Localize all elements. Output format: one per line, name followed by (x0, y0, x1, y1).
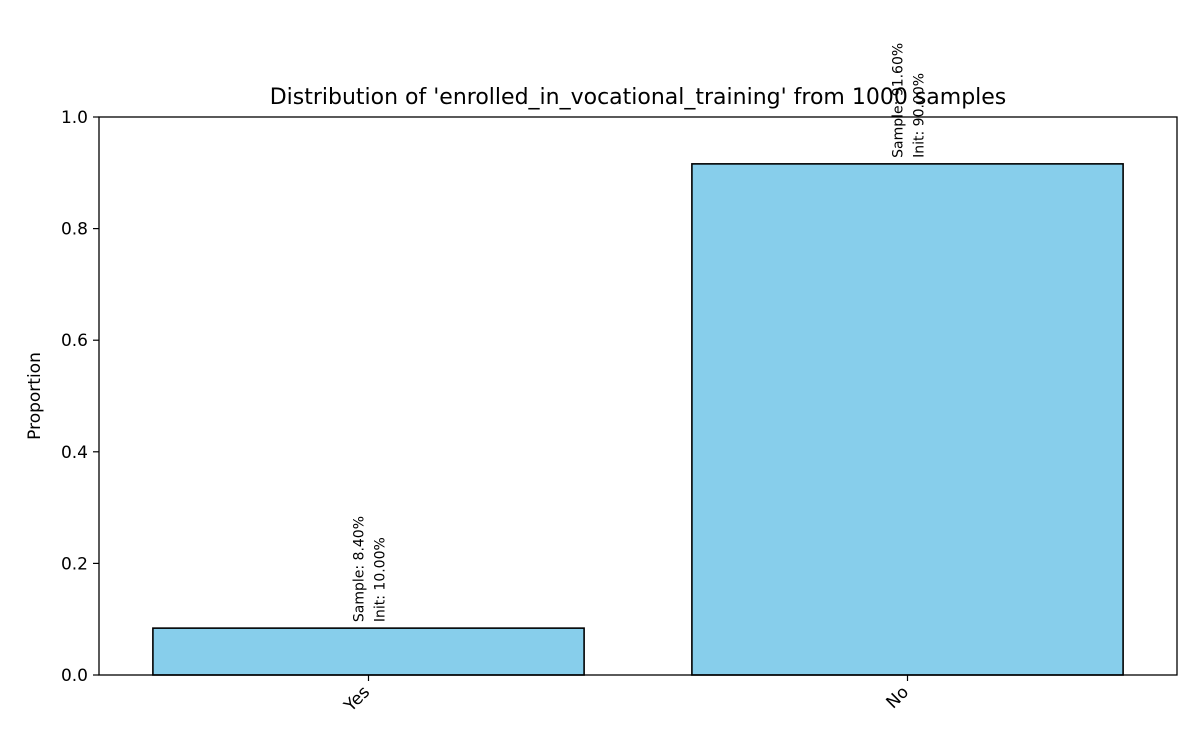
x-axis-ticks: Yes No (340, 675, 913, 717)
plot-frame (98, 116, 1178, 676)
bars-layer (152, 163, 1124, 676)
y-tick-label: 0.0 (61, 666, 88, 686)
y-axis-label: Proportion (25, 352, 45, 440)
chart-title: Distribution of 'enrolled_in_vocational_… (270, 85, 1007, 110)
y-tick-label: 0.6 (61, 331, 88, 351)
y-tick-label: 0.8 (61, 220, 88, 240)
bar-label-init: Init: 90.00% (912, 73, 928, 158)
bar-labels: Sample: 8.40% Init: 10.00% Sample: 91.60% I… (352, 43, 928, 622)
bar-label-init: Init: 10.00% (373, 537, 389, 622)
y-tick-label: 1.0 (61, 108, 88, 128)
bar-label-sample: Sample: 91.60% (891, 43, 907, 158)
x-tick-label-yes: Yes (340, 682, 374, 716)
x-tick-label-no: No (883, 682, 913, 712)
bar-label-sample: Sample: 8.40% (352, 516, 368, 622)
bar-no (691, 163, 1124, 676)
y-axis-ticks: 0.0 0.2 0.4 0.6 0.8 1.0 (61, 108, 99, 686)
y-tick-label: 0.4 (61, 443, 88, 463)
bar-yes (152, 627, 585, 676)
y-tick-label: 0.2 (61, 554, 88, 574)
